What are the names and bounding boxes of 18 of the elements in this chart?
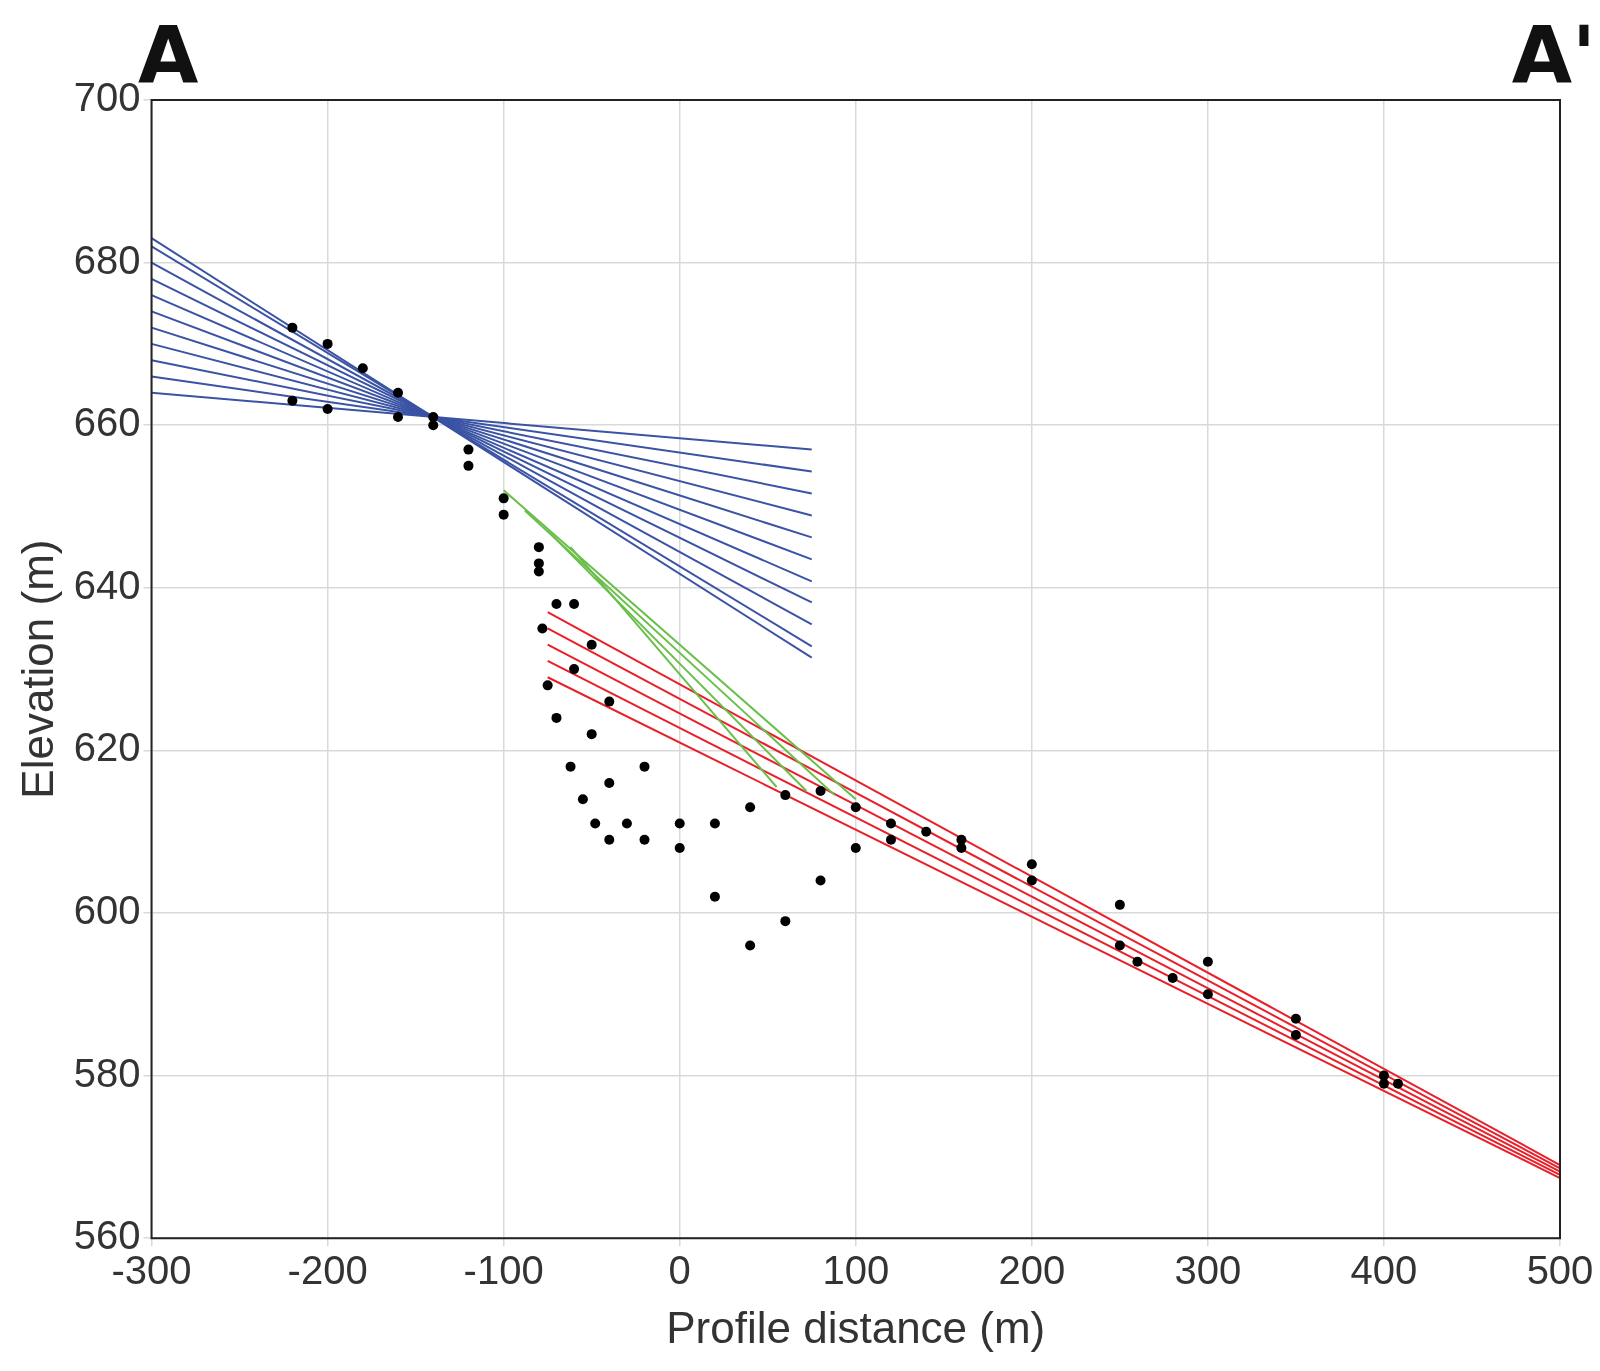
y-tick-label: 600 xyxy=(73,888,141,933)
y-axis-title: Elevation (m) xyxy=(12,539,62,799)
y-tick-label: 680 xyxy=(73,237,141,282)
x-tick-label: 100 xyxy=(822,1248,890,1293)
x-tick-label: -100 xyxy=(463,1248,544,1293)
x-axis-title: Profile distance (m) xyxy=(666,1302,1046,1352)
y-tick-label: 620 xyxy=(73,725,141,770)
y-tick-label: 640 xyxy=(73,562,141,607)
x-tick-label: 0 xyxy=(668,1248,691,1293)
x-tick-label: 300 xyxy=(1174,1248,1242,1293)
y-tick-label: 660 xyxy=(73,400,141,445)
annotation: A' xyxy=(1511,10,1596,100)
y-tick-label: 580 xyxy=(73,1050,141,1095)
x-tick-label: 500 xyxy=(1526,1248,1594,1293)
x-tick-label: 200 xyxy=(998,1248,1066,1293)
x-tick-label: -300 xyxy=(111,1248,192,1293)
x-tick-label: -200 xyxy=(287,1248,368,1293)
x-tick-label: 400 xyxy=(1350,1248,1418,1293)
